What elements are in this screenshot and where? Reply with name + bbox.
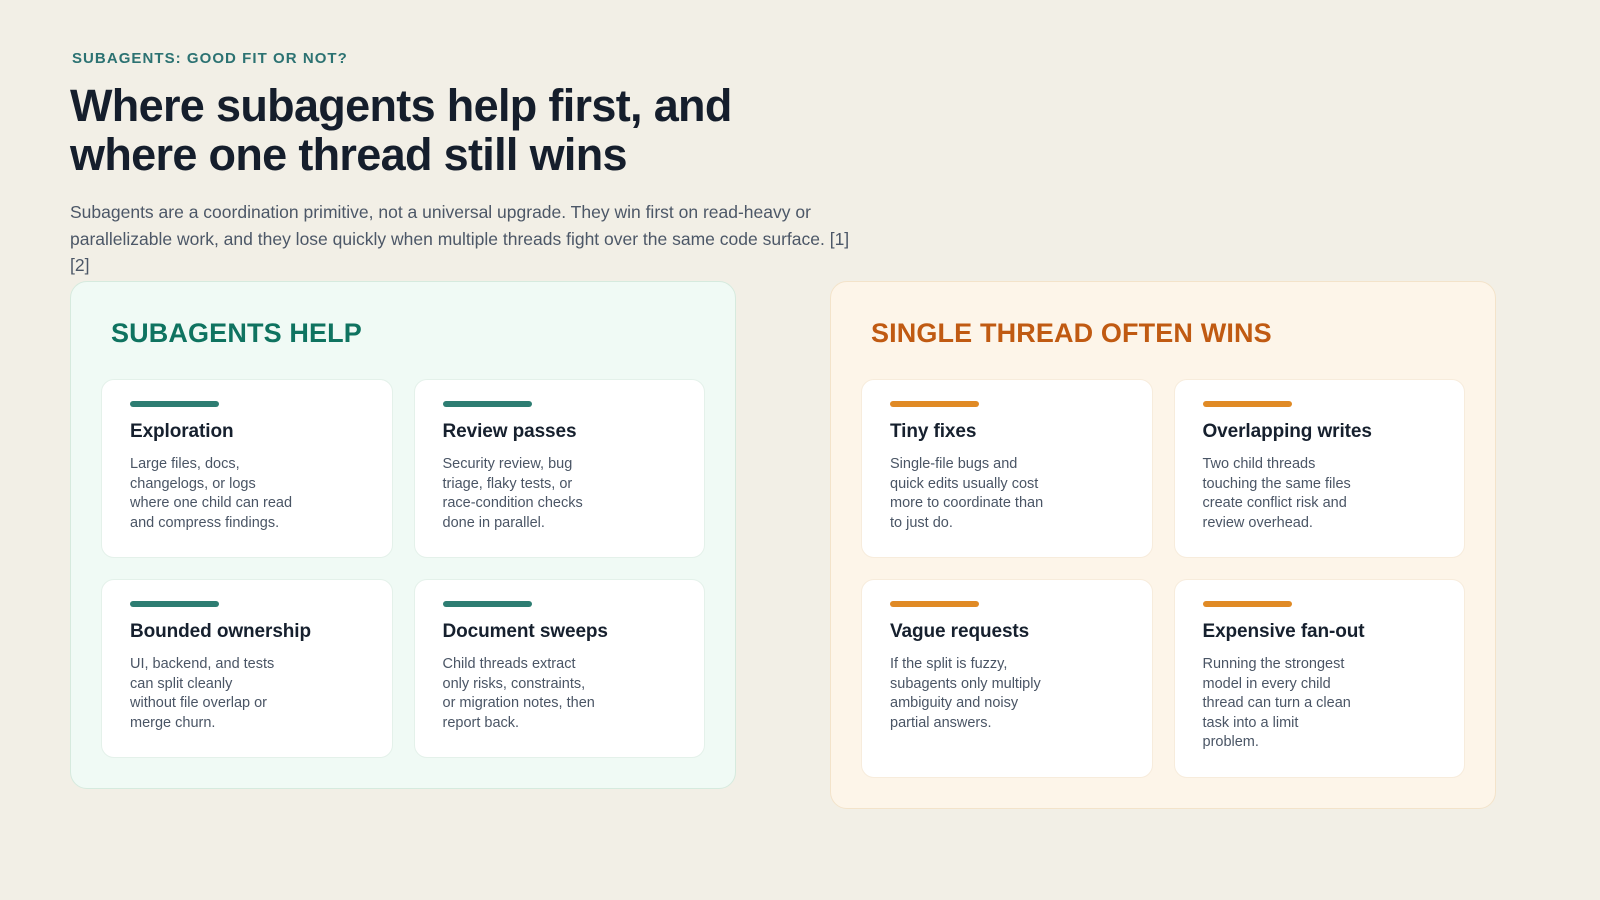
card-body: Large files, docs, changelogs, or logs w… (130, 456, 293, 531)
card-title: Document sweeps (442, 621, 609, 642)
header-block: SUBAGENTS: GOOD FIT OR NOT? Where subage… (70, 50, 1532, 279)
accent-bar-icon (442, 401, 532, 407)
panel-title-subagents-help: SUBAGENTS HELP (111, 318, 362, 348)
card-body: Child threads extract only risks, constr… (442, 656, 595, 731)
card-title: Expensive fan-out (1202, 621, 1365, 642)
panel-subagents-help: SUBAGENTS HELP Exploration Large files, … (70, 281, 736, 789)
accent-bar-icon (890, 401, 979, 407)
accent-bar-icon (130, 401, 219, 407)
card-grid-single-thread-often-wins: Tiny fixes Single-file bugs and quick ed… (861, 379, 1465, 778)
card-title: Tiny fixes (890, 421, 977, 442)
accent-bar-icon (130, 601, 219, 607)
card-document-sweeps: Document sweeps Child threads extract on… (413, 579, 705, 758)
card-tiny-fixes: Tiny fixes Single-file bugs and quick ed… (861, 379, 1153, 558)
comparison-panels: SUBAGENTS HELP Exploration Large files, … (70, 281, 1496, 809)
card-title: Vague requests (890, 621, 1030, 642)
page-subtitle: Subagents are a coordination primitive, … (70, 202, 850, 275)
panel-title-single-thread-often-wins: SINGLE THREAD OFTEN WINS (871, 318, 1272, 348)
card-bounded-ownership: Bounded ownership UI, backend, and tests… (101, 579, 393, 758)
panel-single-thread-often-wins: SINGLE THREAD OFTEN WINS Tiny fixes Sing… (830, 281, 1496, 809)
card-title: Review passes (442, 421, 577, 442)
accent-bar-icon (442, 601, 532, 607)
card-overlapping-writes: Overlapping writes Two child threads tou… (1173, 379, 1465, 558)
accent-bar-icon (890, 601, 979, 607)
card-body: Single-file bugs and quick edits usually… (890, 456, 1044, 531)
card-body: Running the strongest model in every chi… (1202, 656, 1351, 750)
card-title: Bounded ownership (130, 621, 311, 642)
card-vague-requests: Vague requests If the split is fuzzy, su… (861, 579, 1153, 778)
card-grid-subagents-help: Exploration Large files, docs, changelog… (101, 379, 705, 758)
card-exploration: Exploration Large files, docs, changelog… (101, 379, 393, 558)
card-body: Two child threads touching the same file… (1202, 456, 1351, 531)
card-body: If the split is fuzzy, subagents only mu… (890, 656, 1041, 731)
accent-bar-icon (1202, 401, 1292, 407)
card-expensive-fan-out: Expensive fan-out Running the strongest … (1173, 579, 1465, 778)
card-title: Exploration (130, 421, 234, 442)
card-body: Security review, bug triage, flaky tests… (442, 456, 583, 531)
card-title: Overlapping writes (1202, 421, 1372, 442)
card-body: UI, backend, and tests can split cleanly… (130, 656, 275, 731)
card-review-passes: Review passes Security review, bug triag… (413, 379, 705, 558)
eyebrow-label: SUBAGENTS: GOOD FIT OR NOT? (72, 50, 348, 67)
accent-bar-icon (1202, 601, 1292, 607)
page-title: Where subagents help first, and where on… (70, 80, 732, 180)
